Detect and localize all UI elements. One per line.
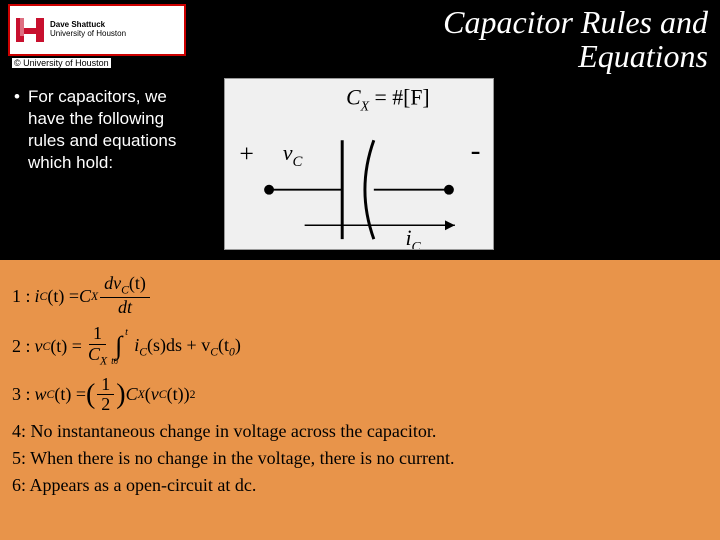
uh-logo-icon bbox=[14, 14, 46, 46]
eq3-half: 1 2 bbox=[97, 375, 114, 416]
eq2-integrand: iC(s)ds + vC(t0) bbox=[134, 335, 241, 359]
eq2-integral: ∫ t0 t bbox=[115, 331, 122, 361]
eq2-intup: t bbox=[125, 327, 128, 338]
equation-1: 1 : iC(t) = CX dvC(t) dt bbox=[12, 274, 708, 318]
rule-6: 6: Appears as a open-circuit at dc. bbox=[12, 475, 708, 496]
eq3-halfden: 2 bbox=[97, 395, 114, 415]
eq3-w: w bbox=[35, 384, 47, 405]
eq3-cx: C bbox=[126, 384, 138, 405]
copyright-text: © University of Houston bbox=[12, 58, 111, 68]
rule-5: 5: When there is no change in the voltag… bbox=[12, 448, 708, 469]
eq1-cxsub: X bbox=[91, 290, 98, 303]
svg-text:CX = #[F]: CX = #[F] bbox=[346, 86, 430, 114]
eq2-fracnum: 1 bbox=[89, 324, 106, 345]
eq2-tailsub: C bbox=[210, 345, 218, 358]
eq1-isub: C bbox=[40, 290, 48, 303]
eq2-tailarg: (t bbox=[218, 335, 229, 355]
eq2-intg-arg: (s)ds + v bbox=[147, 335, 210, 355]
logo-text: Dave Shattuck University of Houston bbox=[50, 21, 126, 39]
eq3-wsub: C bbox=[47, 388, 55, 401]
eq3-cxsub: X bbox=[138, 388, 145, 401]
eq1-prefix: 1 : bbox=[12, 286, 31, 307]
equation-2: 2 : vC(t) = 1 CX ∫ t0 t iC(s)ds + vC(t0) bbox=[12, 324, 708, 368]
i-sub: C bbox=[412, 239, 422, 249]
eq2-prefix: 2 : bbox=[12, 336, 31, 357]
eq3-prefix: 3 : bbox=[12, 384, 31, 405]
equation-3: 3 : wC(t) = ( 1 2 ) CX (vC(t))2 bbox=[12, 375, 708, 416]
slide-title: Capacitor Rules and Equations bbox=[308, 6, 708, 73]
cap-eq: = #[F] bbox=[375, 86, 430, 110]
cap-c: C bbox=[346, 86, 361, 110]
eq1-frac: dvC(t) dt bbox=[100, 274, 150, 318]
plus-terminal: + bbox=[239, 139, 254, 168]
eq2-intlowsub: 0 bbox=[114, 357, 118, 366]
v-label: v bbox=[283, 141, 293, 165]
eq3-pvarg: (t) bbox=[167, 384, 184, 405]
svg-text:iC: iC bbox=[405, 226, 421, 249]
eq1-num-sub: C bbox=[121, 284, 129, 297]
eq2-fracden-c: C bbox=[88, 344, 100, 364]
bullet-text: For capacitors, we have the following ru… bbox=[28, 86, 188, 174]
eq2-vsub: C bbox=[43, 340, 51, 353]
eq2-fracden-sub: X bbox=[100, 355, 107, 368]
eq1-den: dt bbox=[114, 298, 136, 318]
eq2-frac1: 1 CX bbox=[84, 324, 111, 368]
circuit-diagram: CX = #[F] + - vC iC bbox=[224, 78, 494, 250]
v-sub: C bbox=[293, 154, 304, 170]
eq1-arg: (t) = bbox=[47, 286, 79, 307]
logo-line2: University of Houston bbox=[50, 30, 126, 39]
eq2-arg: (t) = bbox=[50, 336, 82, 357]
eq2-tailclose: ) bbox=[235, 335, 241, 355]
rule-4: 4: No instantaneous change in voltage ac… bbox=[12, 421, 708, 442]
eq3-pv: v bbox=[151, 384, 159, 405]
eq2-intg-sub: C bbox=[139, 345, 147, 358]
svg-text:vC: vC bbox=[283, 141, 304, 170]
eq3-halfnum: 1 bbox=[97, 375, 114, 396]
eq3-exp: 2 bbox=[190, 388, 196, 401]
equations-panel: 1 : iC(t) = CX dvC(t) dt 2 : vC(t) = 1 C… bbox=[0, 260, 720, 540]
minus-terminal: - bbox=[471, 135, 481, 167]
eq2-v: v bbox=[35, 336, 43, 357]
eq3-pvsub: C bbox=[159, 388, 167, 401]
eq3-arg: (t) = bbox=[54, 384, 86, 405]
eq1-num-d: dv bbox=[104, 273, 121, 293]
eq1-num-arg: (t) bbox=[129, 273, 146, 293]
logo-box: Dave Shattuck University of Houston bbox=[8, 4, 186, 56]
eq1-cx: C bbox=[79, 286, 91, 307]
